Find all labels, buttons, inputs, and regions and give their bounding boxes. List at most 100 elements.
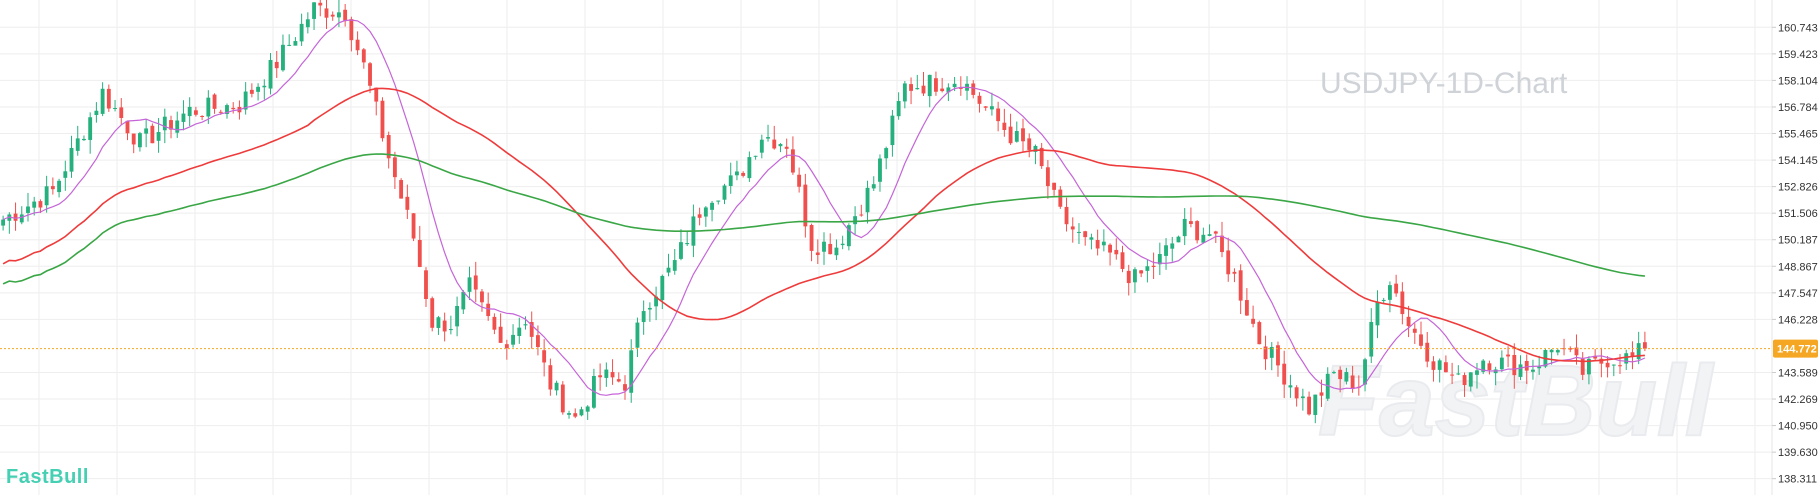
candle-body — [560, 384, 565, 413]
candle-body — [896, 101, 901, 117]
candle-body — [1232, 271, 1237, 274]
candle-body — [1269, 346, 1274, 358]
candle-body — [162, 116, 167, 131]
price-axis-label: 139.630 — [1778, 447, 1818, 459]
candle-body — [299, 23, 304, 42]
candle-body — [113, 107, 117, 109]
candle-body — [1108, 244, 1112, 253]
candle-body — [666, 267, 671, 273]
candle-body — [703, 207, 708, 217]
candle-body — [380, 100, 385, 139]
candle-body — [529, 322, 534, 337]
candle-body — [1226, 250, 1231, 275]
candle-body — [1338, 369, 1343, 380]
price-axis-label: 158.104 — [1778, 75, 1818, 87]
candle-body — [461, 291, 466, 310]
candle-body — [1450, 374, 1455, 376]
candle-body — [548, 365, 553, 390]
candle-body — [1021, 128, 1025, 142]
candle-body — [100, 88, 105, 114]
candle-body — [753, 155, 758, 157]
candle-body — [1443, 362, 1448, 373]
candle-body — [921, 85, 926, 94]
candle-body — [790, 149, 795, 173]
candle-body — [1170, 243, 1175, 249]
candle-body — [206, 97, 211, 117]
price-axis-label: 151.506 — [1778, 208, 1818, 220]
candle-body — [256, 86, 261, 92]
candle-body — [1220, 235, 1224, 253]
candle-body — [13, 213, 18, 221]
candle-body — [1307, 396, 1311, 415]
candle-body — [1070, 226, 1075, 230]
candle-body — [1332, 372, 1336, 374]
moving-average-200-line — [2, 153, 1645, 285]
candle-body — [884, 148, 889, 159]
candlestick-series — [1, 0, 1647, 424]
candle-body — [1319, 392, 1324, 396]
candle-body — [722, 185, 727, 200]
price-axis-label: 147.547 — [1778, 288, 1818, 300]
candle-body — [1002, 122, 1007, 131]
price-axis[interactable]: 160.743 159.423 158.104 156.784 155.465 154.1… — [1772, 22, 1818, 486]
candle-body — [772, 139, 777, 149]
candle-body — [1276, 345, 1280, 366]
candle-body — [710, 202, 714, 210]
price-axis-label: 160.743 — [1778, 22, 1818, 34]
candle-body — [498, 326, 503, 343]
candle-body — [156, 132, 161, 141]
candle-body — [405, 196, 410, 210]
candle-body — [169, 120, 173, 130]
candle-body — [1, 219, 6, 226]
candle-body — [1412, 328, 1417, 333]
price-axis-label: 140.950 — [1778, 421, 1818, 433]
fastbull-logo[interactable]: FastBull — [6, 466, 89, 488]
candle-body — [1487, 363, 1492, 371]
candle-body — [1182, 218, 1187, 237]
candle-body — [1475, 370, 1479, 375]
candle-body — [511, 334, 515, 345]
last-price-label-group: 144.772 — [1773, 339, 1818, 358]
candle-body — [1139, 270, 1144, 274]
candle-body — [1580, 358, 1585, 375]
candle-body — [946, 87, 951, 93]
candle-body — [1033, 145, 1038, 152]
candle-body — [1282, 363, 1287, 385]
moving-average-50-line — [2, 87, 1645, 363]
candle-body — [349, 19, 354, 41]
candle-body — [784, 146, 789, 149]
candle-body — [1599, 358, 1604, 364]
candle-body — [909, 84, 913, 91]
candle-body — [996, 108, 1001, 122]
candle-body — [1549, 349, 1554, 353]
price-axis-label: 142.269 — [1778, 394, 1818, 406]
moving-average-10-line — [2, 19, 1646, 396]
candle-body — [927, 74, 932, 97]
candle-body — [1456, 373, 1461, 375]
candle-body — [859, 214, 864, 216]
candle-body — [150, 125, 155, 144]
candle-body — [1574, 347, 1579, 356]
candle-body — [1126, 270, 1131, 284]
candle-body — [480, 291, 484, 303]
candle-body — [902, 83, 907, 102]
candle-body — [492, 316, 497, 330]
candle-body — [262, 85, 267, 88]
candle-body — [106, 88, 111, 109]
candle-body — [865, 187, 870, 213]
candle-body — [144, 128, 149, 134]
candle-body — [1101, 241, 1106, 246]
candle-body — [355, 39, 360, 51]
candle-body — [1506, 354, 1511, 357]
candle-body — [442, 320, 447, 332]
candle-body — [312, 2, 316, 19]
candle-body — [504, 344, 509, 349]
candle-body — [181, 113, 186, 122]
candle-body — [647, 307, 652, 310]
candle-body — [44, 186, 49, 206]
candle-body — [635, 322, 640, 348]
candle-body — [467, 277, 472, 292]
candle-body — [1251, 318, 1256, 324]
candle-body — [735, 171, 739, 176]
